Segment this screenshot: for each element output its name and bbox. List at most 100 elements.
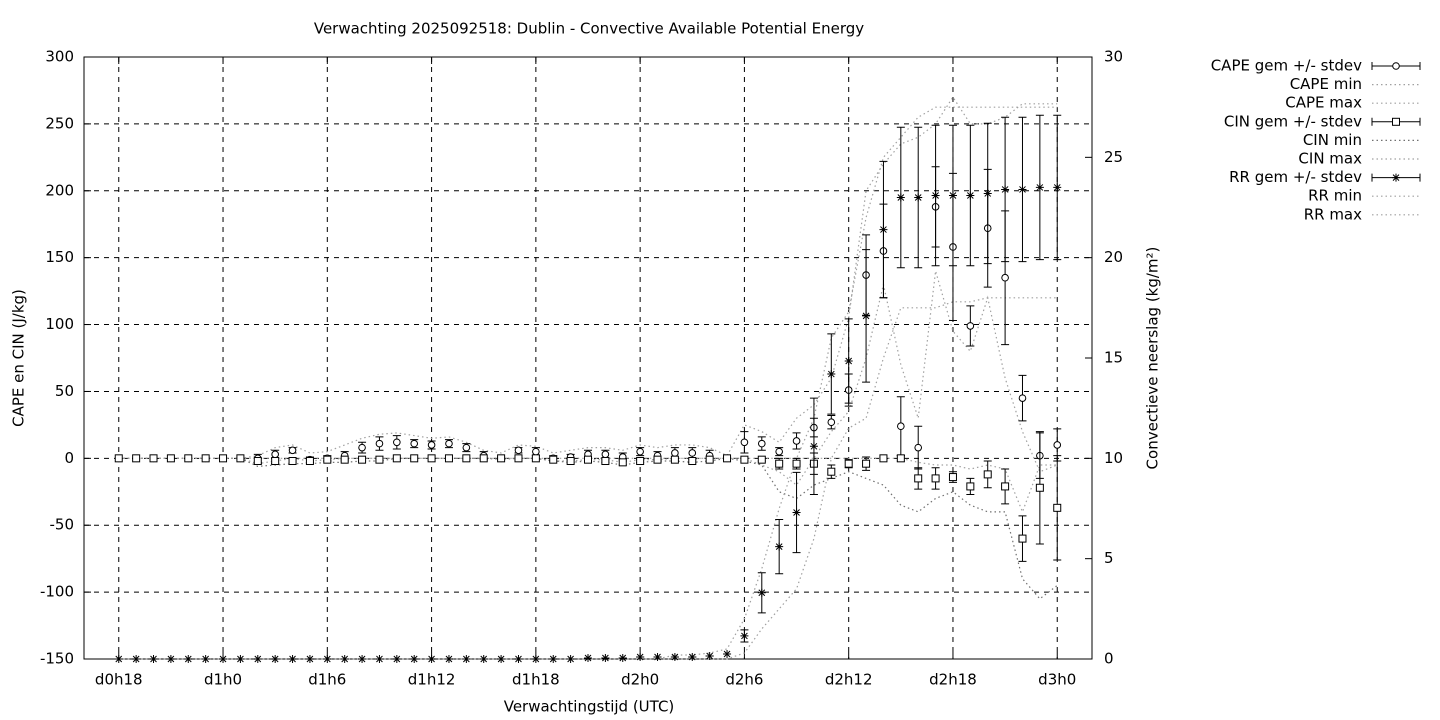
marker bbox=[340, 455, 349, 464]
x-tick-label: d0h18 bbox=[95, 671, 143, 689]
marker bbox=[566, 655, 575, 663]
marker bbox=[983, 470, 992, 479]
y2-tick-label: 15 bbox=[1104, 349, 1123, 367]
marker bbox=[219, 454, 228, 463]
marker bbox=[827, 467, 836, 476]
marker bbox=[688, 652, 697, 661]
y2-tick-label: 30 bbox=[1104, 48, 1123, 66]
range-line bbox=[118, 457, 1058, 514]
x-axis-label: Verwachtingstijd (UTC) bbox=[504, 698, 675, 716]
marker bbox=[740, 455, 749, 464]
range-line bbox=[118, 457, 1058, 600]
marker bbox=[549, 455, 558, 464]
marker bbox=[931, 474, 940, 483]
y2-tick-label: 10 bbox=[1104, 449, 1123, 467]
marker bbox=[305, 457, 314, 466]
marker bbox=[914, 193, 923, 202]
marker bbox=[1018, 394, 1027, 402]
marker bbox=[445, 439, 453, 448]
y2-axis-label: Convectieve neerslag (kg/m²) bbox=[1144, 247, 1162, 470]
marker bbox=[288, 457, 297, 466]
marker bbox=[514, 446, 523, 455]
x-tick-label: d3h0 bbox=[1038, 671, 1076, 689]
marker bbox=[966, 322, 975, 330]
marker bbox=[670, 455, 679, 464]
marker bbox=[393, 438, 401, 447]
y-tick-label: 100 bbox=[45, 315, 74, 333]
x-tick-label: d2h6 bbox=[725, 671, 763, 689]
x-tick-label: d2h12 bbox=[825, 671, 873, 689]
range-line bbox=[118, 106, 1058, 660]
legend-marker bbox=[1392, 62, 1400, 70]
marker bbox=[1001, 185, 1010, 194]
marker bbox=[879, 225, 888, 234]
legend-label: RR min bbox=[1308, 187, 1362, 205]
marker bbox=[601, 653, 610, 662]
x-tick-label: d2h0 bbox=[621, 671, 659, 689]
legend-label: CAPE min bbox=[1290, 75, 1362, 93]
marker bbox=[114, 454, 123, 463]
legend-label: RR max bbox=[1304, 205, 1362, 223]
marker bbox=[966, 482, 975, 491]
marker bbox=[340, 655, 349, 663]
marker bbox=[653, 652, 662, 661]
marker bbox=[149, 655, 158, 663]
marker bbox=[931, 191, 940, 200]
marker bbox=[670, 652, 679, 661]
marker bbox=[844, 459, 853, 468]
legend-label: CIN max bbox=[1298, 150, 1362, 168]
marker bbox=[271, 450, 279, 459]
marker bbox=[375, 455, 384, 464]
marker bbox=[236, 454, 245, 463]
marker bbox=[462, 655, 471, 663]
marker bbox=[914, 474, 923, 483]
y-tick-label: 50 bbox=[55, 382, 74, 400]
marker bbox=[497, 655, 506, 663]
marker bbox=[740, 438, 749, 447]
marker bbox=[1053, 503, 1062, 512]
marker bbox=[549, 655, 558, 663]
marker bbox=[792, 437, 801, 445]
marker bbox=[671, 449, 679, 457]
marker bbox=[166, 454, 175, 463]
marker bbox=[514, 454, 523, 463]
marker bbox=[1001, 482, 1010, 491]
marker bbox=[288, 655, 297, 663]
marker bbox=[792, 459, 801, 468]
marker bbox=[584, 455, 592, 464]
marker bbox=[1035, 483, 1044, 492]
marker bbox=[219, 655, 228, 663]
marker bbox=[757, 588, 766, 597]
marker bbox=[688, 449, 697, 457]
legend-label: CIN gem +/- stdev bbox=[1224, 112, 1362, 130]
marker bbox=[410, 655, 419, 663]
legend-label: CAPE gem +/- stdev bbox=[1211, 57, 1362, 75]
marker bbox=[827, 418, 836, 427]
marker bbox=[358, 443, 366, 452]
y2-tick-label: 0 bbox=[1104, 650, 1114, 668]
marker bbox=[479, 454, 488, 463]
y2-tick-label: 25 bbox=[1104, 148, 1123, 166]
marker bbox=[862, 459, 871, 468]
marker bbox=[809, 442, 818, 451]
x-tick-label: d1h6 bbox=[308, 671, 346, 689]
marker bbox=[1001, 273, 1009, 282]
marker bbox=[427, 441, 436, 449]
marker bbox=[358, 655, 367, 663]
y-tick-label: -150 bbox=[40, 650, 74, 668]
marker bbox=[253, 457, 262, 466]
marker bbox=[948, 473, 957, 482]
marker bbox=[479, 655, 488, 663]
marker bbox=[410, 454, 419, 463]
marker bbox=[166, 655, 175, 663]
marker bbox=[566, 457, 575, 466]
x-tick-label: d2h18 bbox=[929, 671, 977, 689]
marker bbox=[201, 655, 210, 663]
marker bbox=[914, 443, 923, 452]
marker bbox=[323, 655, 332, 663]
marker bbox=[653, 455, 662, 464]
marker bbox=[775, 459, 784, 468]
x-tick-label: d1h18 bbox=[512, 671, 560, 689]
y-tick-label: 150 bbox=[45, 248, 74, 266]
